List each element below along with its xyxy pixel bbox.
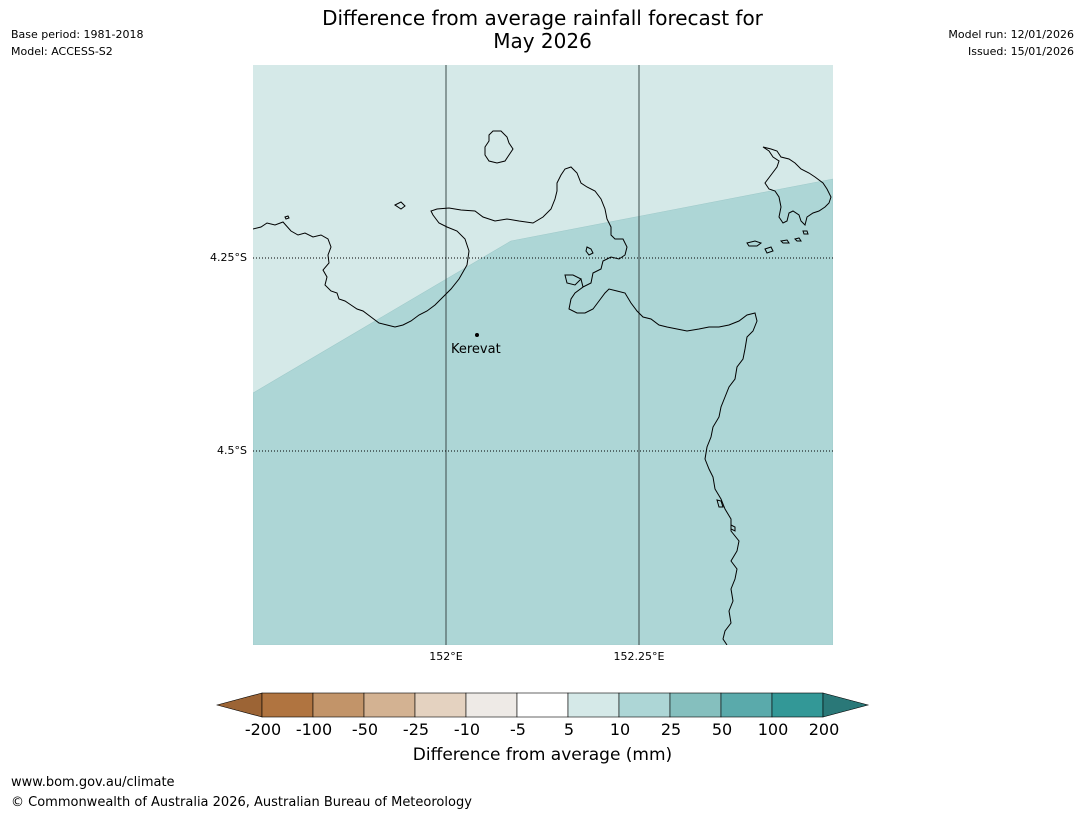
lat-label-4-5: 4.5°S — [217, 444, 247, 457]
colorbar-tick: 10 — [609, 720, 631, 739]
colorbar-title: Difference from average (mm) — [412, 745, 673, 765]
colorbar-tick: 100 — [757, 720, 789, 739]
colorbar-extend-high — [822, 692, 870, 718]
footer-copyright: © Commonwealth of Australia 2026, Austra… — [11, 795, 472, 810]
islet-bay — [585, 246, 594, 256]
islet-east-5 — [802, 230, 809, 235]
colorbar-bin-4 — [414, 692, 467, 718]
coastline — [252, 130, 832, 646]
colorbar-bin-6 — [516, 692, 569, 718]
colorbar-bin-1 — [261, 692, 314, 718]
islet-river-1 — [716, 499, 724, 508]
islet-west — [394, 201, 406, 210]
colorbar-tick: -10 — [453, 720, 481, 739]
colorbar-bin-10 — [720, 692, 773, 718]
model-run-text: Model run: 12/01/2026 — [948, 28, 1074, 41]
colorbar-tick: -50 — [351, 720, 379, 739]
map-panel — [252, 65, 834, 646]
colorbar-bin-5 — [465, 692, 518, 718]
colorbar-bin-2 — [312, 692, 365, 718]
kerevat-marker — [475, 333, 479, 337]
base-period-text: Base period: 1981-2018 — [11, 28, 144, 41]
colorbar-tick: 200 — [808, 720, 840, 739]
colorbar-tick: -5 — [510, 720, 526, 739]
colorbar-tick: 5 — [563, 720, 575, 739]
islet-tiny — [284, 215, 290, 220]
footer-url: www.bom.gov.au/climate — [11, 775, 175, 790]
map-svg — [252, 65, 834, 646]
islet-river-2 — [730, 524, 736, 532]
title-line-2: May 2026 — [493, 29, 592, 53]
title-line-1: Difference from average rainfall forecas… — [322, 6, 763, 30]
islet-east-2 — [764, 246, 774, 254]
colorbar-tick: -25 — [402, 720, 430, 739]
colorbar-bin-7 — [567, 692, 620, 718]
colorbar-bin-8 — [618, 692, 671, 718]
lon-label-152-25: 152.25°E — [613, 650, 665, 663]
colorbar-bin-9 — [669, 692, 722, 718]
colorbar-bin-11 — [771, 692, 824, 718]
metadata-right: Model run: 12/01/2026 Issued: 15/01/2026 — [948, 26, 1074, 60]
colorbar-extend-low — [215, 692, 263, 718]
metadata-left: Base period: 1981-2018 Model: ACCESS-S2 — [11, 26, 143, 60]
place-label-kerevat: Kerevat — [451, 342, 501, 357]
lon-label-152: 152°E — [429, 650, 463, 663]
main-coast — [252, 166, 758, 646]
lat-label-4-25: 4.25°S — [210, 251, 247, 264]
colorbar-bin-3 — [363, 692, 416, 718]
map-title: Difference from average rainfall forecas… — [0, 7, 1085, 53]
colorbar-tick: -200 — [244, 720, 282, 739]
islet-east-1 — [746, 240, 763, 247]
model-text: Model: ACCESS-S2 — [11, 45, 113, 58]
islet-east-3 — [779, 239, 790, 244]
colorbar-tick: 50 — [711, 720, 733, 739]
island-north — [484, 130, 514, 164]
duke-of-york-islands — [762, 146, 832, 226]
colorbar-tick: 25 — [660, 720, 682, 739]
colorbar — [215, 692, 870, 720]
colorbar-tick: -100 — [295, 720, 333, 739]
colorbar-svg — [215, 692, 870, 718]
islet-east-4 — [794, 237, 802, 242]
issued-text: Issued: 15/01/2026 — [967, 45, 1074, 58]
